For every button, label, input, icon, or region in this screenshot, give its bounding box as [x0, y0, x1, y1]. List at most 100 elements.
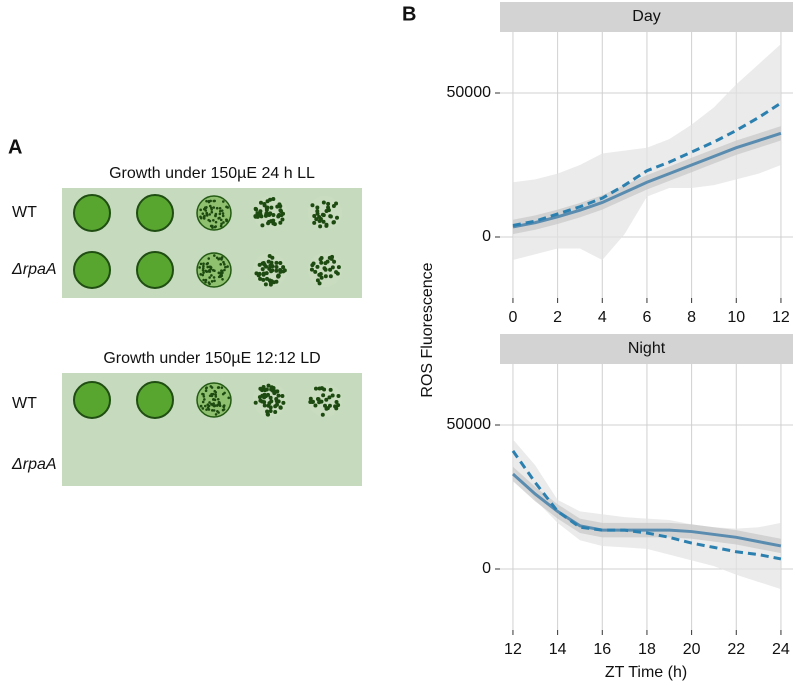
y-tick-label: 50000 — [447, 416, 492, 433]
colony — [313, 386, 318, 391]
x-tick-label: 14 — [549, 641, 567, 658]
colony — [205, 213, 209, 216]
colony — [257, 395, 262, 400]
colony — [204, 389, 208, 393]
colony — [199, 262, 203, 266]
colony — [201, 268, 205, 272]
x-tick-label: 0 — [508, 309, 517, 326]
colony — [280, 217, 285, 222]
colony — [278, 405, 283, 410]
colony — [328, 214, 333, 219]
colony — [274, 402, 279, 407]
colony — [215, 206, 219, 210]
colony — [213, 269, 216, 273]
colony — [266, 219, 271, 224]
colony — [213, 279, 216, 283]
colony — [313, 403, 318, 408]
colony — [332, 259, 337, 264]
x-tick-label: 20 — [683, 641, 701, 658]
colony — [260, 388, 265, 393]
colony — [317, 281, 322, 286]
colony — [207, 408, 211, 411]
colony — [277, 202, 282, 207]
colony — [214, 212, 218, 216]
facet-strip — [500, 2, 793, 32]
colony — [226, 265, 229, 268]
colony — [276, 273, 281, 278]
colony — [210, 280, 214, 283]
colony — [222, 405, 226, 409]
x-tick-label: 10 — [727, 309, 745, 326]
facet-title: Day — [632, 8, 660, 25]
panel-label: B — [402, 3, 416, 25]
colony — [201, 212, 205, 215]
colony — [203, 404, 207, 408]
colony — [202, 395, 206, 398]
colony — [323, 403, 328, 408]
colony — [261, 272, 266, 277]
y-axis-title: ROS Fluorescence — [419, 262, 436, 397]
colony — [210, 274, 213, 277]
colony — [253, 214, 258, 219]
colony — [335, 271, 340, 276]
colony — [261, 260, 266, 265]
colony — [320, 412, 325, 417]
colony — [268, 197, 273, 202]
strain-label: ΔrpaA — [11, 456, 57, 473]
colony — [263, 388, 268, 393]
colony — [212, 276, 216, 279]
colony — [269, 205, 274, 210]
colony — [267, 266, 272, 271]
colony — [315, 264, 320, 269]
confidence-band — [512, 466, 781, 554]
colony — [267, 401, 272, 406]
colony — [278, 208, 283, 213]
colony — [256, 273, 261, 278]
x-tick-label: 16 — [593, 641, 611, 658]
spot — [73, 381, 111, 419]
colony — [214, 225, 218, 228]
colony — [213, 254, 216, 257]
colony — [336, 403, 341, 408]
facet-strip — [500, 334, 793, 364]
colony — [260, 223, 265, 228]
x-tick-label: 12 — [504, 641, 522, 658]
colony — [308, 396, 313, 401]
colony — [274, 268, 279, 273]
spot — [136, 381, 174, 419]
colony — [310, 263, 315, 268]
x-tick-label: 18 — [638, 641, 656, 658]
colony — [258, 200, 263, 205]
colony — [221, 214, 225, 218]
colony — [199, 208, 202, 212]
colony — [322, 387, 327, 392]
colony — [212, 392, 215, 396]
x-tick-label: 6 — [642, 309, 651, 326]
colony — [316, 397, 321, 402]
colony — [267, 254, 272, 259]
colony — [336, 393, 341, 398]
colony — [205, 199, 208, 203]
colony — [267, 278, 272, 283]
colony — [202, 264, 205, 268]
colony — [199, 404, 203, 408]
colony — [272, 222, 277, 227]
colony — [323, 274, 328, 279]
colony — [274, 279, 279, 284]
colony — [210, 210, 214, 214]
colony — [201, 273, 205, 277]
colony — [321, 200, 326, 205]
line — [511, 472, 782, 548]
colony — [312, 214, 317, 219]
colony — [211, 398, 215, 401]
colony — [213, 404, 217, 407]
colony — [217, 217, 220, 220]
colony — [204, 280, 207, 284]
colony — [327, 403, 332, 408]
colony — [333, 404, 338, 409]
colony — [269, 387, 274, 392]
colony — [202, 278, 205, 282]
colony — [209, 199, 212, 203]
colony — [319, 260, 324, 265]
y-tick-label: 0 — [482, 228, 491, 245]
